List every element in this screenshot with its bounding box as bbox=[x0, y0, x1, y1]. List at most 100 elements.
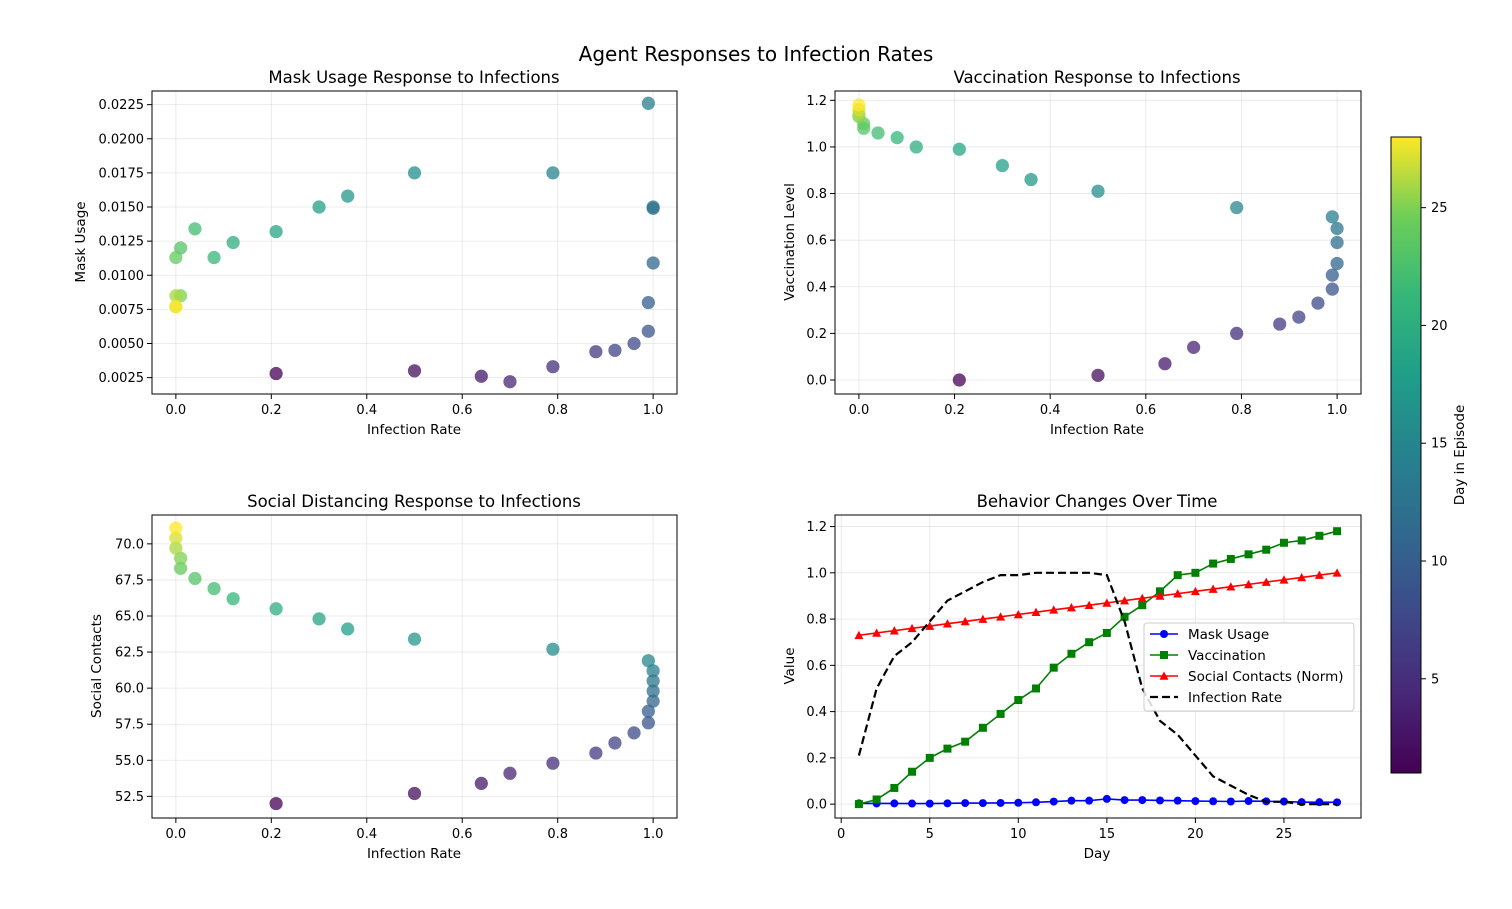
time-marker bbox=[996, 612, 1006, 621]
mask-ytick-label: 0.0150 bbox=[99, 201, 145, 216]
vaccination-panel: Vaccination Response to Infections Infec… bbox=[782, 68, 1362, 438]
social-xtick-label: 0.8 bbox=[547, 827, 568, 842]
social-xtick-label: 0.4 bbox=[356, 827, 377, 842]
vacc-ytick-label: 1.0 bbox=[806, 140, 827, 155]
social-distancing-title: Social Distancing Response to Infections bbox=[247, 492, 581, 511]
social-point bbox=[546, 756, 560, 770]
colorbar-tick-label: 5 bbox=[1431, 672, 1439, 687]
vacc-point bbox=[1330, 256, 1344, 271]
time-marker bbox=[978, 723, 987, 732]
social-point bbox=[341, 622, 355, 636]
social-point bbox=[407, 632, 422, 646]
time-marker bbox=[1279, 575, 1289, 584]
vacc-point bbox=[1024, 172, 1038, 187]
time-marker bbox=[908, 799, 917, 808]
vacc-point bbox=[1325, 210, 1339, 224]
mask-point bbox=[641, 295, 655, 310]
social-ytick-label: 65.0 bbox=[115, 610, 144, 625]
social-ytick-label: 57.5 bbox=[115, 718, 144, 733]
time-marker bbox=[890, 783, 899, 792]
social-grid bbox=[152, 515, 677, 818]
vacc-point bbox=[1325, 268, 1339, 282]
social-point bbox=[646, 684, 660, 698]
time-xtick-label: 20 bbox=[1187, 827, 1204, 842]
vacc-point bbox=[890, 131, 904, 145]
mask-ytick-label: 0.0125 bbox=[99, 235, 145, 250]
mask-ytick-label: 0.0200 bbox=[99, 132, 145, 147]
vacc-point bbox=[1273, 317, 1287, 331]
mask-ytick-label: 0.0225 bbox=[99, 98, 145, 113]
time-marker bbox=[943, 744, 952, 753]
mask-point bbox=[546, 360, 560, 374]
social-point bbox=[641, 704, 655, 718]
social-point bbox=[641, 654, 655, 668]
legend-label: Infection Rate bbox=[1188, 690, 1282, 706]
mask-point bbox=[641, 324, 655, 338]
time-marker bbox=[1049, 605, 1059, 614]
mask-point bbox=[646, 256, 660, 270]
social-point bbox=[546, 642, 560, 656]
social-distancing-panel: Social Distancing Response to Infections… bbox=[89, 492, 678, 862]
time-ytick-label: 1.2 bbox=[806, 520, 827, 535]
social-ytick-label: 55.0 bbox=[115, 754, 144, 769]
mask-ytick-label: 0.0050 bbox=[99, 337, 145, 352]
time-series-line bbox=[858, 572, 1338, 637]
time-marker bbox=[925, 799, 934, 808]
mask-point bbox=[641, 96, 655, 110]
time-marker bbox=[1209, 797, 1218, 806]
mask-ytick-label: 0.0075 bbox=[99, 303, 145, 318]
time-series-line bbox=[858, 530, 1338, 805]
social-ytick-label: 62.5 bbox=[115, 646, 144, 661]
mask-usage-xlabel: Infection Rate bbox=[367, 422, 461, 438]
time-marker bbox=[1279, 797, 1288, 806]
legend-marker bbox=[1160, 630, 1168, 638]
mask-ytick-label: 0.0100 bbox=[99, 269, 145, 284]
time-marker bbox=[1261, 577, 1271, 586]
time-xtick-label: 5 bbox=[926, 827, 934, 842]
social-ytick-label: 70.0 bbox=[115, 537, 144, 552]
time-marker bbox=[1191, 797, 1200, 806]
time-marker bbox=[889, 626, 899, 635]
social-ytick-label: 67.5 bbox=[115, 573, 144, 588]
social-point bbox=[169, 531, 183, 545]
vacc-point bbox=[852, 98, 866, 112]
time-marker bbox=[1084, 600, 1094, 610]
legend-marker bbox=[1159, 671, 1169, 680]
vacc-xtick-label: 0.4 bbox=[1040, 403, 1061, 418]
legend-label: Social Contacts (Norm) bbox=[1188, 669, 1344, 685]
time-marker bbox=[961, 799, 970, 808]
vaccination-title: Vaccination Response to Infections bbox=[953, 68, 1240, 87]
time-xtick-label: 0 bbox=[837, 827, 845, 842]
time-axes-frame bbox=[834, 514, 1362, 819]
mask-point bbox=[608, 343, 622, 357]
behavior-over-time-ylabel: Value bbox=[782, 647, 798, 684]
time-marker bbox=[1173, 571, 1182, 580]
social-xtick-label: 0.0 bbox=[166, 827, 187, 842]
time-marker bbox=[890, 799, 899, 808]
vacc-ytick-label: 1.2 bbox=[806, 94, 827, 109]
legend-marker bbox=[1160, 651, 1168, 659]
social-point bbox=[627, 726, 641, 740]
time-marker bbox=[1120, 596, 1130, 605]
time-marker bbox=[1137, 593, 1147, 603]
figure-title: Agent Responses to Infection Rates bbox=[579, 42, 934, 66]
time-ytick-label: 0.4 bbox=[806, 705, 827, 720]
time-marker bbox=[1226, 582, 1236, 591]
social-ytick-label: 60.0 bbox=[115, 682, 144, 697]
vacc-point bbox=[1330, 221, 1344, 236]
time-marker bbox=[1333, 527, 1342, 536]
social-point bbox=[269, 796, 283, 811]
time-marker bbox=[1085, 796, 1094, 805]
time-marker bbox=[1014, 798, 1023, 807]
mask-point bbox=[269, 366, 283, 381]
time-marker bbox=[996, 709, 1005, 718]
vaccination-ylabel: Vaccination Level bbox=[782, 183, 798, 301]
social-point bbox=[269, 602, 283, 616]
time-ytick-label: 0.0 bbox=[806, 798, 827, 813]
vacc-point bbox=[1158, 357, 1172, 371]
time-marker bbox=[1138, 796, 1147, 805]
time-xtick-label: 10 bbox=[1010, 827, 1027, 842]
vacc-xtick-label: 0.8 bbox=[1231, 403, 1252, 418]
vacc-ytick-label: 0.0 bbox=[806, 374, 827, 389]
time-marker bbox=[1085, 638, 1094, 647]
